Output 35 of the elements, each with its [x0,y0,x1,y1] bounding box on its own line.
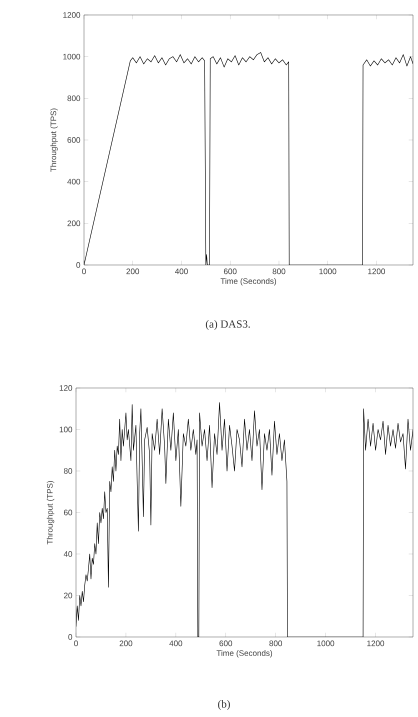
y-tick-label: 400 [67,178,80,184]
y-axis-title: Throughput (TPS) [46,480,54,544]
y-tick-label: 0 [68,634,72,640]
x-tick-label: 1000 [319,268,336,274]
x-tick-label: 1000 [317,640,334,646]
x-tick-label: 400 [174,268,188,274]
y-tick-label: 200 [68,220,80,226]
x-tick-label: 600 [224,268,237,274]
x-tick-label: 800 [272,268,286,274]
x-tick-label: 1200 [367,640,384,646]
y-tick-label: 60 [64,510,72,516]
x-tick-label: 600 [220,640,232,646]
y-tick-label: 120 [60,385,72,391]
y-tick-label: 0 [76,262,80,268]
text: (a) DAS3. [206,320,250,330]
y-tick-label: 100 [60,426,72,432]
y-tick-label: 600 [68,137,80,143]
x-axis-title: Time (Seconds) [216,650,272,658]
x-tick-label: 1200 [368,268,386,274]
line-series [84,52,413,265]
y-axis-title: Throughput (TPS) [50,108,58,172]
x-tick-label: 200 [120,640,132,646]
y-tick-label: 1200 [63,12,80,18]
y-tick-label: 80 [64,468,72,474]
x-tick-label: 0 [82,268,86,274]
x-tick-label: 400 [169,640,182,646]
x-axis-title: Time (Seconds) [220,278,276,286]
y-tick-label: 40 [64,551,72,557]
x-tick-label: 800 [269,640,282,646]
text: (b) [218,700,230,710]
line-series [76,402,413,637]
y-tick-label: 1000 [63,54,80,60]
y-tick-label: 20 [64,592,72,598]
y-tick-label: 800 [67,95,80,102]
x-tick-label: 200 [126,268,140,274]
